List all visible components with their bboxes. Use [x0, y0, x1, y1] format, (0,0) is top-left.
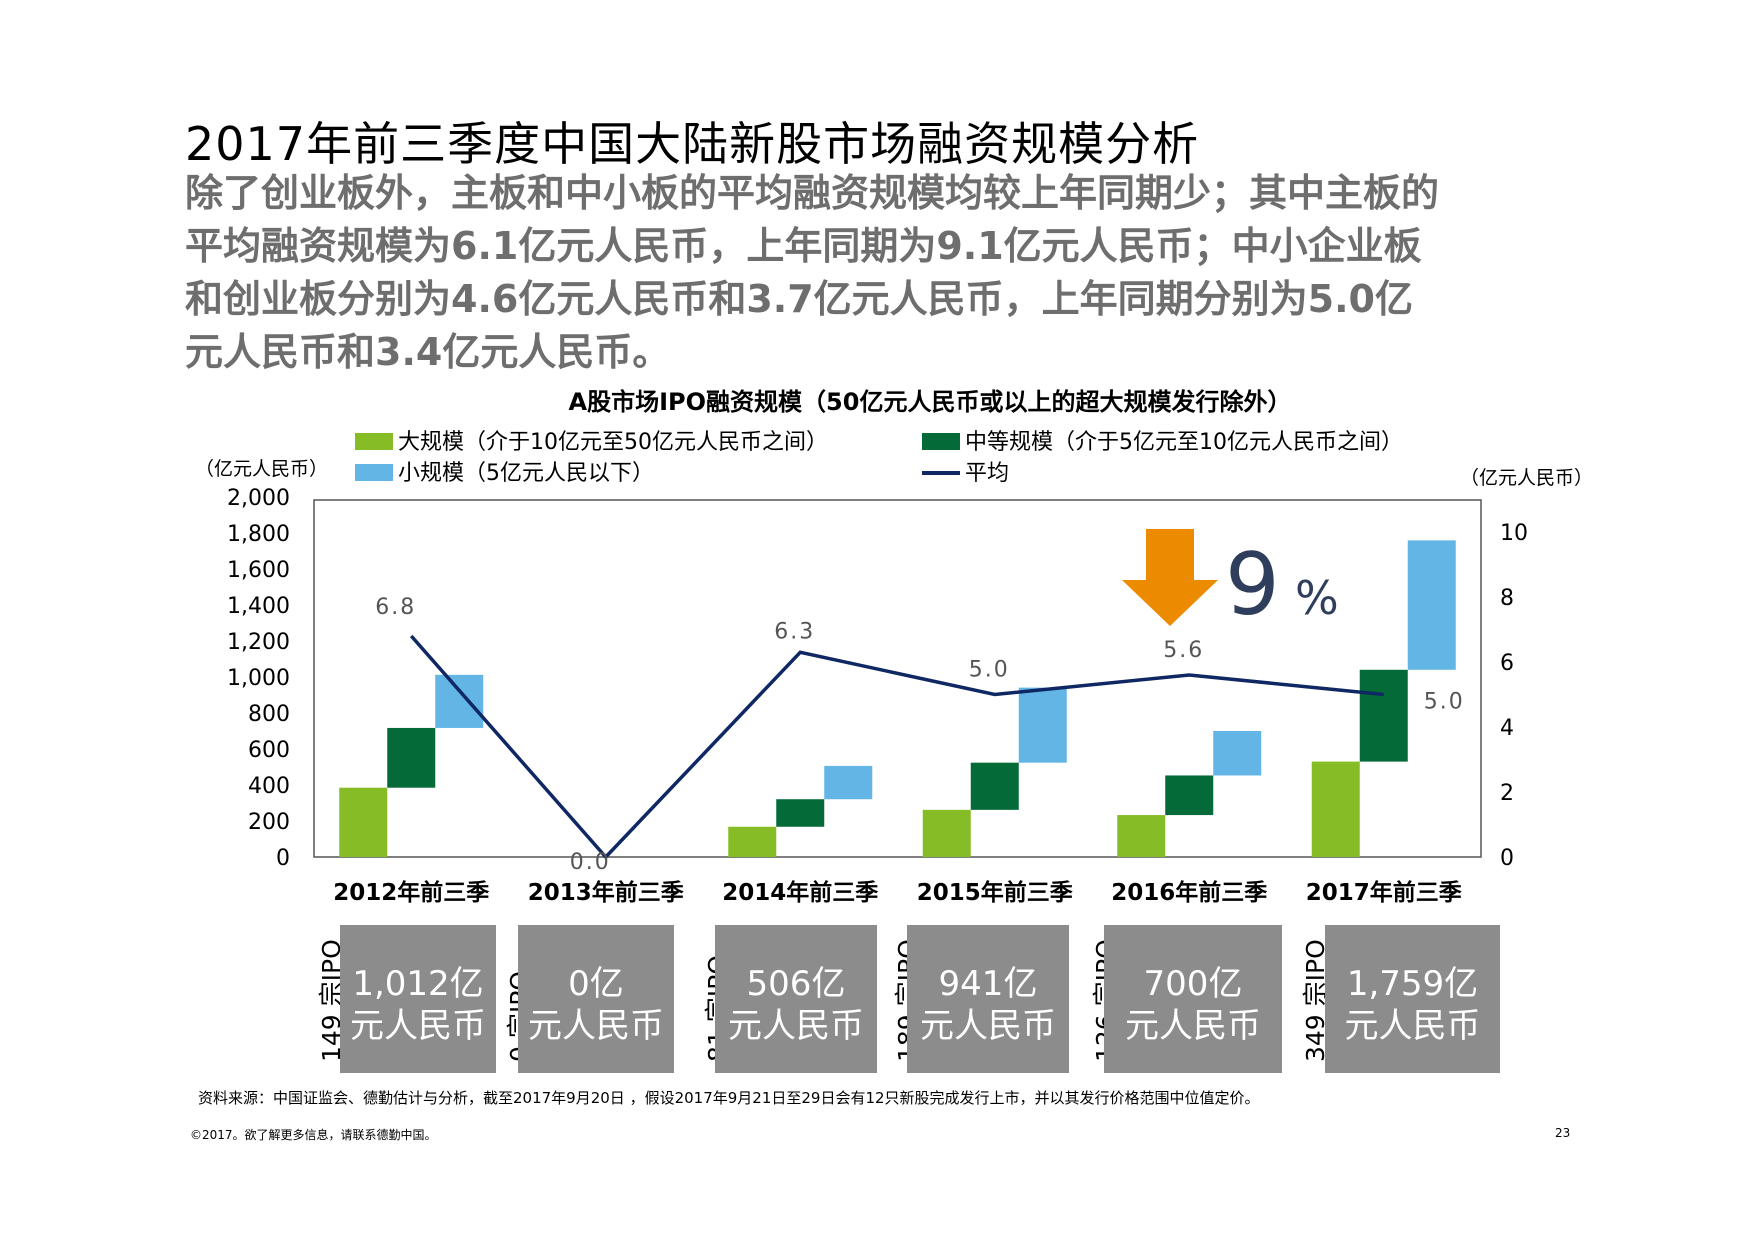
bar-large [339, 787, 388, 857]
bar-large [1311, 761, 1360, 857]
average-data-label: 0.0 [570, 850, 611, 875]
bar-large [1117, 815, 1166, 857]
x-tick-label: 2016年前三季 [1111, 879, 1267, 906]
bar-medium [970, 762, 1019, 810]
ipo-amount-box: 1,012亿 元人民币 [340, 925, 496, 1073]
bar-series [339, 540, 1456, 857]
x-tick-label: 2012年前三季 [333, 879, 489, 906]
left-tick-label: 2,000 [227, 486, 290, 511]
copyright: ©2017。欲了解更多信息，请联系德勤中国。 [190, 1128, 437, 1142]
average-data-label: 5.0 [969, 658, 1010, 683]
average-line [409, 634, 1384, 860]
bar-small [824, 765, 873, 800]
left-tick-label: 1,800 [227, 522, 290, 547]
legend-label-average: 平均 [965, 461, 1009, 486]
left-tick-label: 400 [248, 774, 290, 799]
x-tick-label: 2015年前三季 [917, 879, 1073, 906]
ipo-amount-unit: 元人民币 [920, 1006, 1056, 1046]
chart-title: A股市场IPO融资规模（50亿元人民币或以上的超大规模发行除外） [569, 388, 1292, 416]
left-tick-label: 1,600 [227, 558, 290, 583]
ipo-amount-unit: 元人民币 [528, 1006, 664, 1046]
ipo-amount: 0亿 [568, 964, 624, 1004]
legend-swatch-small [355, 464, 393, 481]
right-tick-label: 8 [1500, 586, 1514, 611]
average-data-label: 5.6 [1163, 638, 1204, 663]
ipo-amount-unit: 元人民币 [1344, 1006, 1481, 1046]
right-tick-label: 10 [1500, 521, 1528, 546]
right-tick-label: 2 [1500, 781, 1514, 806]
annotation-value: 9 [1225, 535, 1280, 635]
down-arrow-icon [1122, 529, 1218, 626]
bar-small [1407, 540, 1456, 670]
ipo-amount-box: 700亿 元人民币 [1104, 925, 1282, 1073]
bar-medium [1359, 669, 1408, 762]
x-tick-label: 2013年前三季 [528, 879, 684, 906]
ipo-amount-unit: 元人民币 [350, 1006, 486, 1046]
bar-large [728, 826, 777, 857]
ipo-amount-box: 0亿 元人民币 [518, 925, 674, 1073]
page-number: 23 [1555, 1126, 1571, 1140]
right-tick-label: 6 [1500, 651, 1514, 676]
chart-legend: 大规模（介于10亿元至50亿元人民币之间） 中等规模（介于5亿元至10亿元人民币… [355, 430, 1403, 486]
legend-label-medium: 中等规模（介于5亿元至10亿元人民币之间） [965, 430, 1403, 455]
bar-medium [776, 799, 825, 827]
left-axis: 0 200 400 600 800 1,000 1,200 1,400 1,600 1,800 2,… [227, 486, 290, 871]
legend-swatch-medium [922, 433, 960, 450]
left-tick-label: 200 [248, 810, 290, 835]
average-data-label: 5.0 [1424, 690, 1465, 715]
average-data-label: 6.3 [774, 619, 815, 644]
left-tick-label: 1,000 [227, 666, 290, 691]
legend-swatch-large [355, 433, 393, 450]
left-tick-label: 0 [276, 846, 290, 871]
ipo-amount: 941亿 [938, 964, 1038, 1004]
legend-label-large: 大规模（介于10亿元至50亿元人民币之间） [398, 430, 828, 455]
subtitle-line: 元人民币和3.4亿元人民币。 [185, 330, 671, 374]
bar-medium [387, 727, 436, 788]
right-axis: 0 2 4 6 8 10 [1500, 521, 1528, 871]
ipo-amount-box: 1,759亿 元人民币 [1325, 925, 1500, 1073]
bar-small [1018, 687, 1067, 763]
page-title: 2017年前三季度中国大陆新股市场融资规模分析 [185, 117, 1200, 171]
ipo-amount-box: 941亿 元人民币 [907, 925, 1069, 1073]
bar-small [435, 674, 484, 728]
ipo-amount: 1,012亿 [352, 964, 484, 1004]
average-data-label: 6.8 [375, 595, 416, 620]
x-axis: 2012年前三季 2013年前三季 2014年前三季 2015年前三季 2016年前三季… [333, 879, 1462, 906]
ipo-amount: 1,759亿 [1346, 964, 1479, 1004]
subtitle-line: 平均融资规模为6.1亿元人民币，上年同期为9.1亿元人民币；中小企业板 [185, 224, 1422, 268]
bar-large [922, 809, 971, 857]
subtitle-line: 和创业板分别为4.6亿元人民币和3.7亿元人民币，上年同期分别为5.0亿 [185, 277, 1413, 321]
right-tick-label: 4 [1500, 716, 1514, 741]
x-tick-label: 2014年前三季 [722, 879, 878, 906]
average-line-series: 6.8 0.0 6.3 5.0 5.6 5.0 [375, 595, 1465, 875]
x-tick-label: 2017年前三季 [1306, 879, 1462, 906]
left-tick-label: 600 [248, 738, 290, 763]
decline-annotation: 9 % [1122, 529, 1339, 635]
ipo-chart: A股市场IPO融资规模（50亿元人民币或以上的超大规模发行除外） 大规模（介于1… [195, 388, 1593, 906]
bar-small [1213, 731, 1262, 776]
left-axis-unit: （亿元人民币） [195, 458, 328, 480]
page-subtitle: 除了创业板外，主板和中小板的平均融资规模均较上年同期少；其中主板的 平均融资规模… [185, 167, 1585, 379]
plot-frame [313, 499, 1482, 858]
annotation-unit: % [1295, 571, 1339, 625]
legend-label-small: 小规模（5亿元人民以下） [398, 461, 654, 486]
ipo-amount-box: 506亿 元人民币 [715, 925, 877, 1073]
left-tick-label: 800 [248, 702, 290, 727]
ipo-amount-unit: 元人民币 [1125, 1006, 1261, 1046]
right-tick-label: 0 [1500, 846, 1514, 871]
ipo-amount-unit: 元人民币 [728, 1006, 864, 1046]
left-tick-label: 1,200 [227, 630, 290, 655]
ipo-amount: 506亿 [746, 964, 846, 1004]
subtitle-line: 除了创业板外，主板和中小板的平均融资规模均较上年同期少；其中主板的 [185, 171, 1440, 215]
bar-medium [1165, 775, 1214, 816]
left-tick-label: 1,400 [227, 594, 290, 619]
right-axis-unit: （亿元人民币） [1460, 467, 1593, 489]
source-note: 资料来源：中国证监会、德勤估计与分析，截至2017年9月20日 ，假设2017年… [198, 1089, 1260, 1107]
ipo-amount: 700亿 [1143, 964, 1243, 1004]
